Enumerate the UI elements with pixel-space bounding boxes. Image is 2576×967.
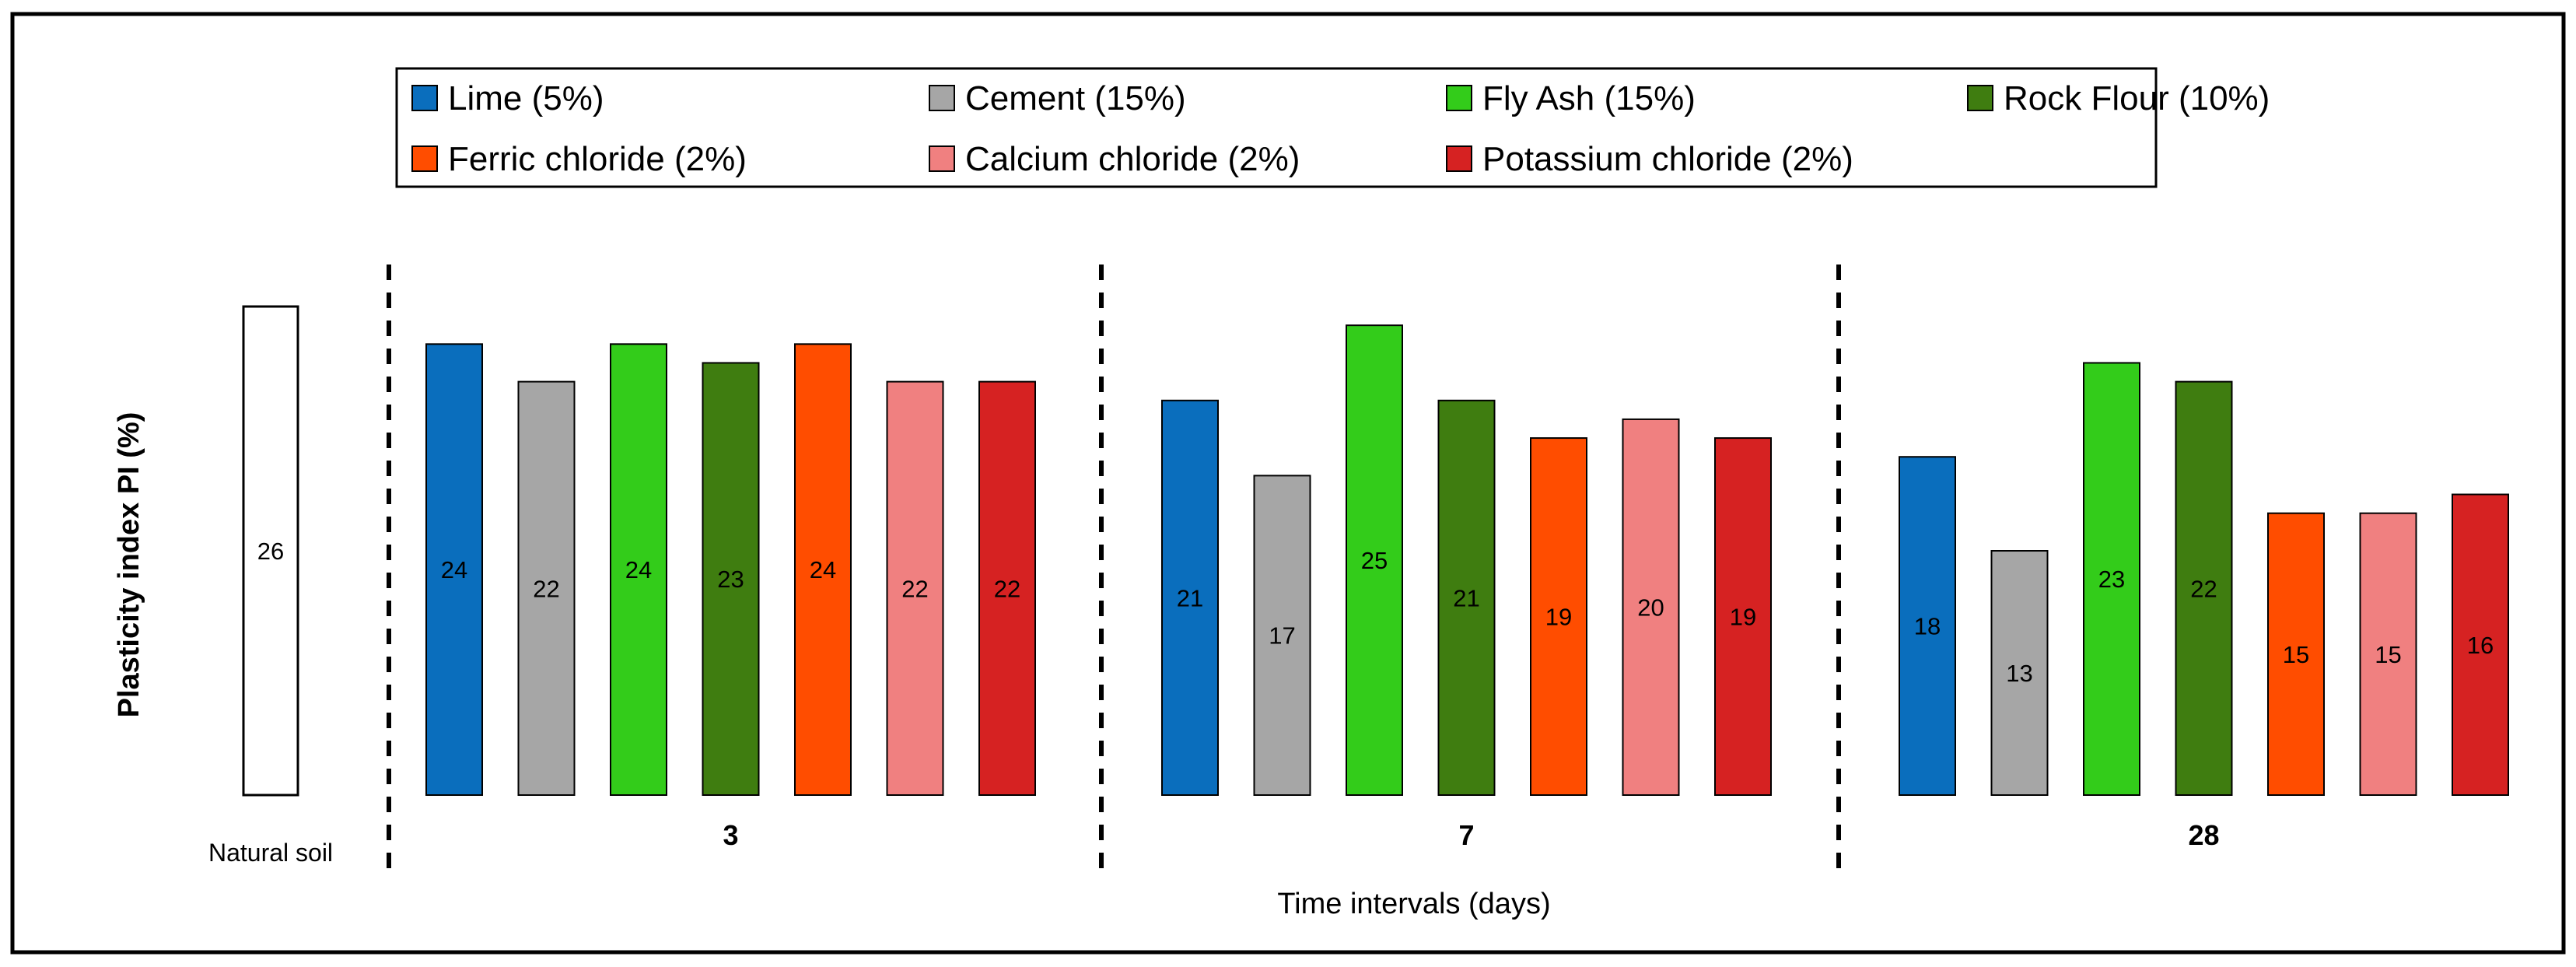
bar-label: 19 [1545,604,1572,631]
x-tick-label-day3: 3 [723,819,738,851]
legend-swatch [929,145,955,172]
bar-label: 15 [2375,641,2401,668]
x-axis-label: Time intervals (days) [1277,888,1550,920]
bar-label: 17 [1269,622,1295,650]
bar-label: 22 [2190,575,2217,602]
legend-item-lime-5: Lime (5%) [411,79,604,117]
x-tick-label-natural-soil: Natural soil [208,839,333,867]
legend-swatch [1446,145,1472,172]
bar-day7-rock-flour-10 [1437,399,1496,796]
bar-day3-calcium-chloride-2 [886,380,944,797]
bar-day3-cement-15 [517,380,576,797]
legend-swatch [1446,85,1472,111]
legend-label: Potassium chloride (2%) [1482,140,1853,178]
legend-item-calcium-chloride-2: Calcium chloride (2%) [929,140,1300,178]
bar-label: 25 [1361,547,1388,574]
bar-label: 20 [1637,594,1664,621]
bar-label: 21 [1453,584,1479,611]
bar-label: 18 [1914,613,1941,640]
bar-label: 19 [1730,604,1756,631]
legend-box [395,67,2158,188]
legend-label: Lime (5%) [448,79,604,117]
legend-item-potassium-chloride-2: Potassium chloride (2%) [1446,140,1853,178]
x-tick-label-day7: 7 [1458,819,1474,851]
group-separators [387,265,1841,879]
x-tick-labels: Natural soil 3 7 28 [208,819,2220,867]
legend-label: Fly Ash (15%) [1482,79,1696,117]
bar-day3-ferric-chloride-2 [794,343,852,796]
bar-day28-cement-15 [1990,550,2049,796]
bar-day7-potassium-chloride-2 [1714,437,1772,796]
bar-label: 22 [533,575,559,602]
bar-day7-calcium-chloride-2 [1622,418,1680,797]
bar-day28-lime-5 [1899,456,1956,796]
bar-label: 24 [441,556,467,583]
legend-label: Ferric chloride (2%) [448,140,747,178]
bar-day3-lime-5 [425,343,483,796]
legend-item-ferric-chloride-2: Ferric chloride (2%) [411,140,747,178]
legend-label: Rock Flour (10%) [2004,79,2270,117]
legend-swatch [929,85,955,111]
bar-label-natural-soil: 26 [257,538,284,565]
bar-day28-fly-ash-15 [2083,362,2140,796]
bar-day7-lime-5 [1161,399,1219,796]
bar-label: 23 [717,566,744,593]
bar-label: 15 [2283,641,2309,668]
bar-label: 24 [810,556,836,583]
bars: 26 24 22 24 23 24 22 22 21 17 25 21 19 20 19 18 13 23 22 15… [242,305,2509,797]
bar-label: 13 [2006,660,2032,687]
legend-label: Cement (15%) [965,79,1186,117]
bar-day3-potassium-chloride-2 [978,380,1036,797]
bar-label: 16 [2467,632,2494,659]
bar-day3-fly-ash-15 [610,343,667,796]
legend-item-fly-ash-15: Fly Ash (15%) [1446,79,1696,117]
bar-label: 22 [994,575,1020,602]
bar-day28-ferric-chloride-2 [2267,512,2325,796]
bar-day7-cement-15 [1253,475,1311,797]
bar-day3-rock-flour-10 [702,362,760,796]
legend-swatch [1967,85,1993,111]
x-tick-label-day28: 28 [2188,819,2219,851]
bar-label: 22 [901,575,928,602]
y-axis-label: Plasticity index PI (%) [113,412,145,718]
bar-label: 24 [625,556,652,583]
legend-item-cement-15: Cement (15%) [929,79,1186,117]
legend-label: Calcium chloride (2%) [965,140,1300,178]
legend: Lime (5%) Cement (15%) Fly Ash (15%) Rock F… [395,67,2270,188]
bar-day28-rock-flour-10 [2175,380,2233,797]
bar-day28-potassium-chloride-2 [2452,493,2509,796]
bar-day7-ferric-chloride-2 [1530,437,1587,796]
bar-day7-fly-ash-15 [1346,324,1403,796]
bar-label: 23 [2098,566,2125,593]
bar-natural-soil [242,305,299,797]
bar-label: 21 [1177,584,1203,611]
bar-day28-calcium-chloride-2 [2359,512,2417,796]
legend-item-rock-flour-10: Rock Flour (10%) [1967,79,2270,117]
legend-swatch [411,85,438,111]
legend-swatch [411,145,438,172]
